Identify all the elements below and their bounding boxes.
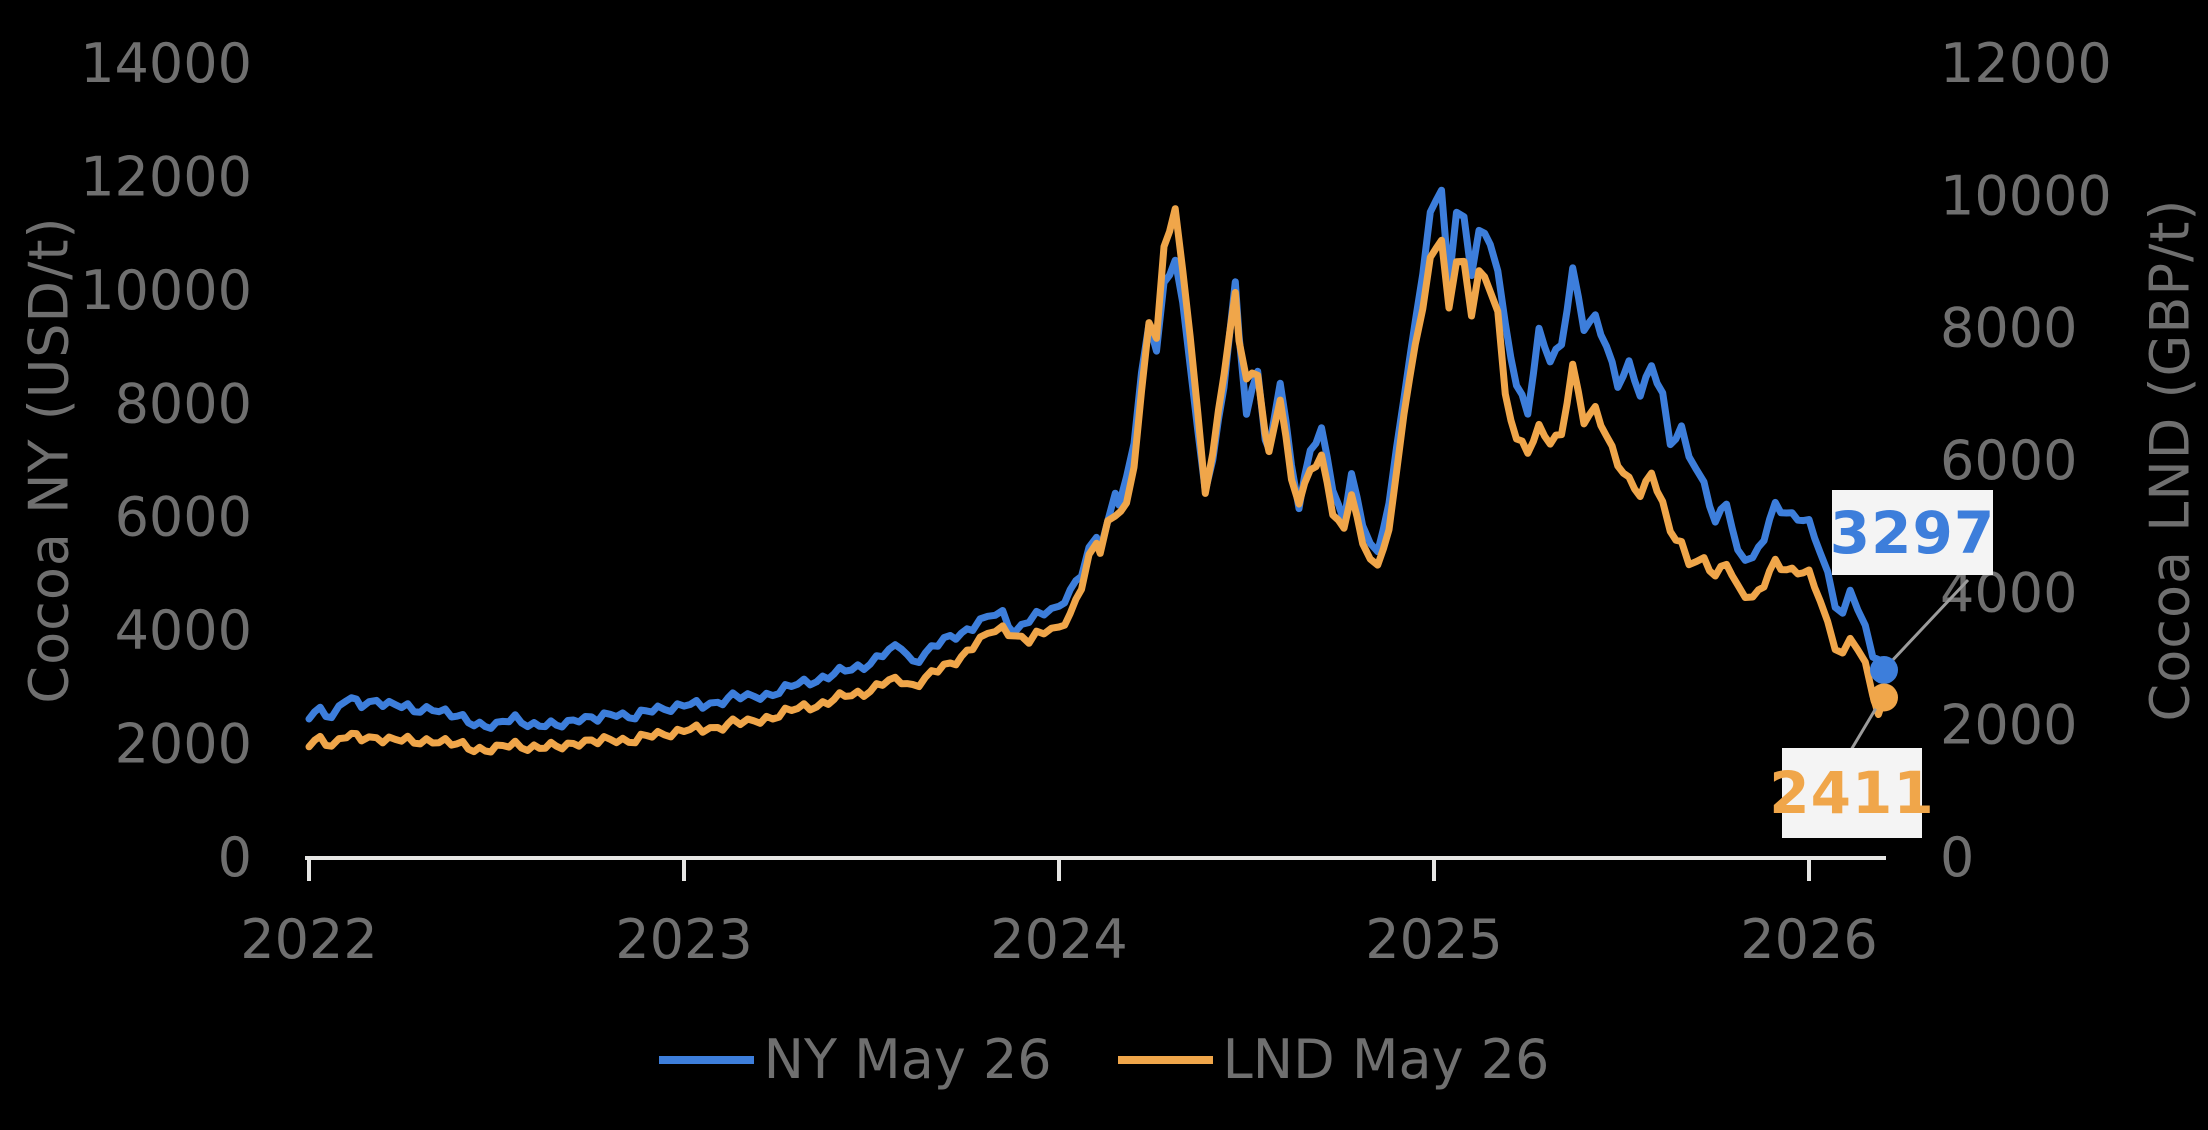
legend-label-lnd: LND May 26 xyxy=(1222,1028,1550,1091)
callout-lnd-value: 2411 xyxy=(1769,759,1935,827)
y-left-tick-label: 10000 xyxy=(80,259,252,322)
y-left-tick-label: 12000 xyxy=(80,145,252,208)
callout-ny-leader-line xyxy=(1887,578,1970,666)
x-axis-tick-label: 2024 xyxy=(990,908,1127,971)
left-axis-title: Cocoa NY (USD/t) xyxy=(17,216,81,704)
x-axis-tick-label: 2023 xyxy=(615,908,752,971)
series-line-lnd xyxy=(305,205,1888,756)
y-left-tick-label: 6000 xyxy=(115,486,252,549)
callout-ny-last-price: 3297 xyxy=(1829,490,1996,575)
y-left-tick-label: 2000 xyxy=(115,713,252,776)
legend-item-ny: NY May 26 xyxy=(658,1028,1052,1091)
callout-lnd-leader-line xyxy=(1849,705,1879,751)
y-left-tick-label: 0 xyxy=(218,826,252,889)
legend: NY May 26 LND May 26 xyxy=(0,1028,2208,1091)
x-axis-tick-label: 2025 xyxy=(1365,908,1502,971)
callout-lnd-last-price: 2411 xyxy=(1769,748,1934,838)
x-axis-tick-label: 2026 xyxy=(1740,908,1877,971)
right-axis-title: Cocoa LND (GBP/t) xyxy=(2138,198,2202,722)
legend-item-lnd: LND May 26 xyxy=(1117,1028,1550,1091)
y-right-tick-label: 12000 xyxy=(1940,32,2112,95)
legend-swatch-ny-icon xyxy=(658,1055,754,1064)
legend-label-ny: NY May 26 xyxy=(763,1028,1052,1091)
y-left-tick-label: 8000 xyxy=(115,372,252,435)
y-right-tick-label: 10000 xyxy=(1940,164,2112,227)
x-axis-tick-label: 2022 xyxy=(240,908,377,971)
legend-swatch-lnd-icon xyxy=(1117,1055,1213,1064)
callout-ny-value: 3297 xyxy=(1829,498,1996,567)
y-left-tick-label: 14000 xyxy=(80,32,252,95)
y-left-tick-label: 4000 xyxy=(115,599,252,662)
y-right-tick-label: 2000 xyxy=(1940,694,2077,757)
lnd-last-point-dot xyxy=(1870,683,1898,712)
y-right-tick-label: 8000 xyxy=(1940,297,2077,360)
ny-last-point-dot xyxy=(1870,656,1898,685)
series-line-ny xyxy=(305,186,1888,732)
y-right-tick-label: 6000 xyxy=(1940,429,2077,492)
y-right-tick-label: 0 xyxy=(1940,826,1974,889)
